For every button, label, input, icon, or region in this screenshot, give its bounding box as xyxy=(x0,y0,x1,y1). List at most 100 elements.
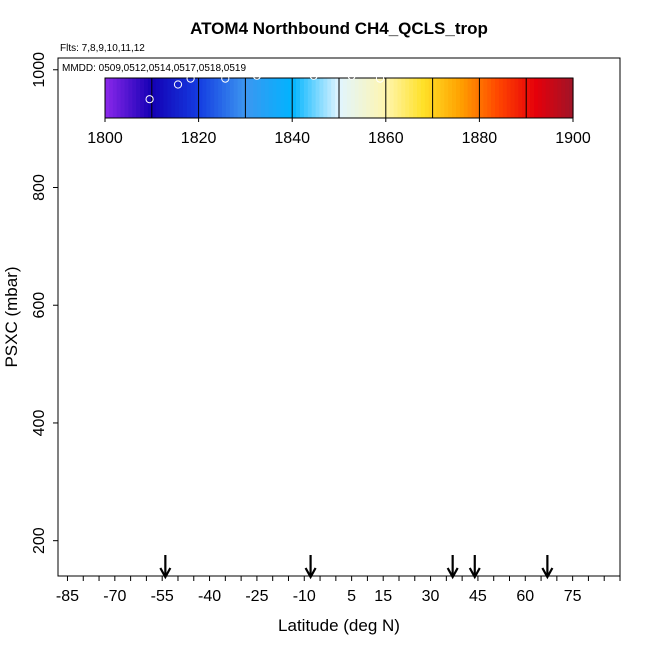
colorbar-segment xyxy=(186,78,192,118)
sample-point xyxy=(183,501,192,510)
sample-point xyxy=(186,465,195,475)
colorbar-tick-label: 1800 xyxy=(87,130,123,147)
sample-point xyxy=(426,401,435,410)
sample-point xyxy=(322,304,331,313)
colorbar-segment xyxy=(284,78,289,118)
colorbar-segment xyxy=(237,78,243,118)
colorbar-segment xyxy=(222,78,227,118)
colorbar-segment xyxy=(210,78,215,118)
sample-point xyxy=(274,360,284,369)
sample-point xyxy=(274,68,284,77)
colorbar-segment xyxy=(346,78,352,118)
sample-point xyxy=(388,324,397,333)
sample-point xyxy=(505,298,514,307)
colorbar-segment xyxy=(502,78,508,118)
x-tick-label: -70 xyxy=(103,588,126,605)
sample-point xyxy=(369,454,378,463)
colorbar-segment xyxy=(526,78,531,118)
colorbar-segment xyxy=(541,78,547,118)
colorbar-segment xyxy=(370,78,375,118)
colorbar-segment xyxy=(323,78,328,118)
colorbar-segment xyxy=(190,78,196,118)
x-tick-label: 75 xyxy=(564,588,582,605)
colorbar-segment xyxy=(112,78,118,118)
sample-point xyxy=(85,389,94,398)
colorbar-segment xyxy=(288,78,293,118)
sample-point xyxy=(461,518,470,528)
colorbar-segment xyxy=(397,78,402,118)
sample-point xyxy=(445,377,454,386)
colorbar-segment xyxy=(557,78,562,118)
colorbar-segment xyxy=(553,78,558,118)
sample-point xyxy=(451,365,460,375)
x-tick-label: 15 xyxy=(374,588,392,605)
sample-point xyxy=(404,365,413,375)
sample-point xyxy=(499,545,508,554)
sample-point xyxy=(259,398,268,407)
colorbar-segment xyxy=(342,78,348,118)
sample-point xyxy=(540,360,549,369)
sample-point xyxy=(480,454,489,463)
colorbar-segment xyxy=(108,78,114,118)
colorbar-segment xyxy=(424,78,430,118)
colorbar-segment xyxy=(385,78,391,118)
colorbar-segment xyxy=(549,78,555,118)
colorbar-segment xyxy=(456,78,461,118)
sample-point xyxy=(562,489,571,498)
colorbar-segment xyxy=(179,78,184,118)
sample-point xyxy=(136,418,145,428)
colorbar-segment xyxy=(561,78,566,118)
colorbar-segment xyxy=(241,78,246,118)
y-tick-label: 1000 xyxy=(31,52,48,88)
colorbar-segment xyxy=(413,78,418,118)
colorbar-segment xyxy=(522,78,527,118)
colorbar-segment xyxy=(331,78,336,118)
colorbar-segment xyxy=(206,78,211,118)
sample-point xyxy=(533,471,543,480)
colorbar-segment xyxy=(245,78,250,118)
y-tick-label: 400 xyxy=(31,410,48,437)
x-tick-label: -40 xyxy=(198,588,221,605)
colorbar-segment xyxy=(475,78,480,118)
colorbar-segment xyxy=(202,78,207,118)
colorbar-segment xyxy=(350,78,356,118)
sample-point xyxy=(338,465,347,475)
sample-point xyxy=(214,336,224,345)
colorbar-segment xyxy=(463,78,469,118)
colorbar-segment xyxy=(491,78,496,118)
colorbar-segment xyxy=(311,78,317,118)
colorbar-segment xyxy=(530,78,535,118)
sample-point xyxy=(495,310,505,319)
colorbar-segment xyxy=(105,78,110,118)
colorbar-segment xyxy=(163,78,168,118)
colorbar-segment xyxy=(167,78,172,118)
colorbar-segment xyxy=(307,78,313,118)
colorbar-segment xyxy=(335,78,340,118)
sample-point xyxy=(366,377,375,386)
sample-point xyxy=(173,465,183,475)
colorbar-segment xyxy=(569,78,574,118)
colorbar-segment xyxy=(198,78,204,118)
colorbar-segment xyxy=(140,78,145,118)
sample-point xyxy=(338,295,347,304)
colorbar-segment xyxy=(280,78,285,118)
sample-point xyxy=(297,367,306,376)
sample-point xyxy=(464,345,473,354)
colorbar-segment xyxy=(393,78,399,118)
x-tick-label: -55 xyxy=(151,588,174,605)
x-tick-label: 30 xyxy=(422,588,440,605)
sample-point xyxy=(319,474,328,483)
arrow-head xyxy=(446,567,459,580)
colorbar-segment xyxy=(159,78,165,118)
colorbar-segment xyxy=(436,78,441,118)
colorbar-segment xyxy=(374,78,379,118)
colorbar-segment xyxy=(194,78,200,118)
colorbar-segment xyxy=(327,78,332,118)
arrow-head xyxy=(541,567,554,580)
colorbar-segment xyxy=(545,78,551,118)
sample-point xyxy=(192,368,201,377)
colorbar-segment xyxy=(378,78,383,118)
sample-point xyxy=(60,430,69,439)
flights-label: Flts: 7,8,9,10,11,12 xyxy=(60,43,145,54)
